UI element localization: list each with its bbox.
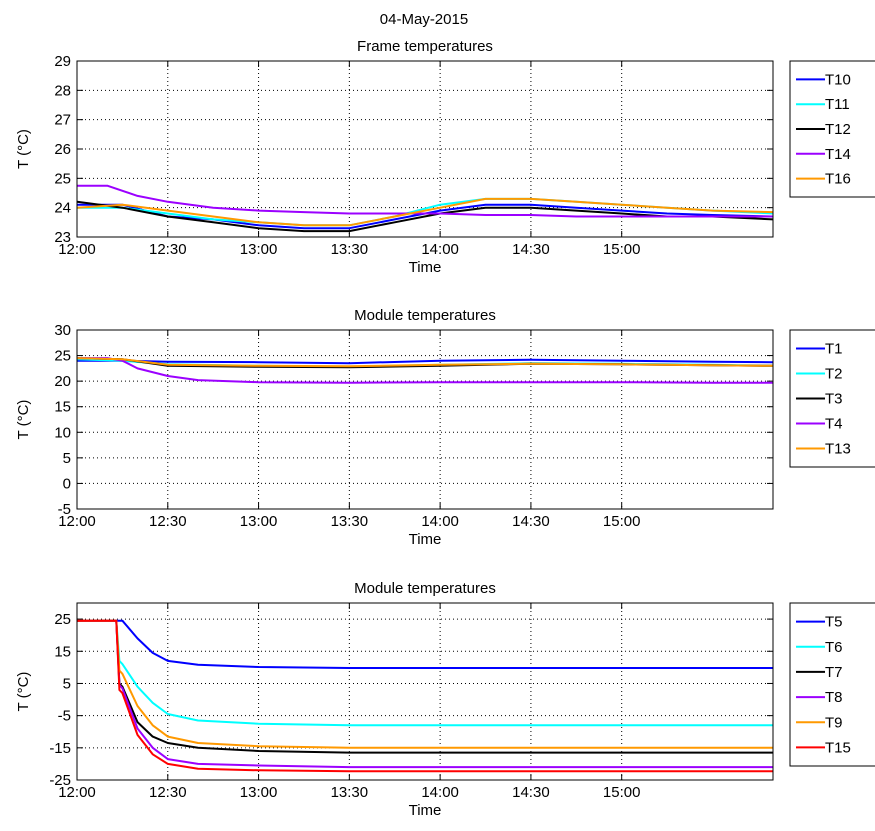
series-line-t10: [77, 203, 773, 230]
chart-3: Module temperatures 12:00 12:30 13:00 13:30 1…: [15, 580, 875, 819]
series-line-t9: [77, 619, 773, 749]
y-tick-label: 25: [54, 170, 71, 187]
x-tick-label: 13:00: [240, 513, 278, 530]
legend-label-t5: T5: [825, 614, 843, 631]
legend-label-t1: T1: [825, 341, 843, 358]
x-tick-label: 13:30: [331, 513, 369, 530]
series-line-t7: [77, 619, 773, 754]
series-line-t16: [77, 197, 773, 227]
y-tick-label: 15: [54, 643, 71, 660]
legend: T1 T2 T3 T4 T13: [789, 329, 875, 468]
figure-title: 04-May-2015: [380, 11, 468, 28]
legend-label-t8: T8: [825, 689, 843, 706]
axes-box: [76, 60, 774, 238]
x-tick-label: 15:00: [603, 784, 641, 801]
charts: Frame temperatures 12:00 12:30 13:00 13:30 14…: [15, 38, 875, 819]
y-tick-label: 28: [54, 82, 71, 99]
series-line-t4: [77, 357, 773, 384]
y-tick-label: 23: [54, 229, 71, 246]
x-tick-label: 14:30: [512, 513, 550, 530]
legend: T10 T11 T12 T14 T16: [789, 60, 875, 198]
y-tick-label: 5: [63, 675, 71, 692]
legend-label-t7: T7: [825, 664, 843, 681]
chart-2: Module temperatures 12:00 12:30 13:00 13:30 1…: [15, 307, 875, 548]
series-group: [77, 619, 773, 773]
y-axis-label: T (°C): [15, 400, 32, 440]
y-tick-label: 5: [63, 450, 71, 467]
series-group: [77, 357, 773, 384]
y-tick-label: -15: [49, 740, 71, 757]
y-tick-label: 15: [54, 399, 71, 416]
x-tick-label: 14:00: [421, 241, 459, 258]
x-axis-label: Time: [409, 802, 442, 819]
y-axis-label: T (°C): [15, 129, 32, 169]
chart-title: Module temperatures: [354, 307, 496, 324]
y-tick-label: 27: [54, 112, 71, 129]
series-line-t6: [77, 619, 773, 727]
legend-label-t9: T9: [825, 714, 843, 731]
x-tick-label: 14:00: [421, 784, 459, 801]
chart-title: Module temperatures: [354, 580, 496, 597]
y-tick-label: 10: [54, 424, 71, 441]
plot-area: [77, 330, 773, 509]
plot-area: [77, 603, 773, 780]
x-tick-label: 12:30: [149, 241, 187, 258]
x-axis-label: Time: [409, 259, 442, 276]
legend-label-t2: T2: [825, 366, 843, 383]
x-tick-label: 15:00: [603, 513, 641, 530]
legend-label-t12: T12: [825, 121, 851, 138]
series-line-t13: [77, 357, 773, 368]
x-tick-label: 14:30: [512, 241, 550, 258]
y-tick-label: 25: [54, 348, 71, 365]
legend-label-t16: T16: [825, 171, 851, 188]
series-line-t15: [77, 619, 773, 773]
y-tick-label: 25: [54, 611, 71, 628]
y-tick-label: 26: [54, 141, 71, 158]
legend-label-t3: T3: [825, 391, 843, 408]
y-tick-label: 0: [63, 475, 71, 492]
y-axis-label: T (°C): [15, 672, 32, 712]
y-tick-label: -5: [58, 501, 71, 518]
x-tick-label: 12:30: [149, 513, 187, 530]
x-tick-label: 12:30: [149, 784, 187, 801]
series-line-t5: [77, 619, 773, 669]
legend-label-t4: T4: [825, 416, 843, 433]
y-tick-label: 24: [54, 200, 71, 217]
x-tick-label: 12:00: [58, 513, 96, 530]
series-line-t14: [77, 184, 773, 218]
y-tick-label: 30: [54, 322, 71, 339]
x-tick-label: 14:00: [421, 513, 459, 530]
axes-box: [76, 329, 774, 510]
series-line-t8: [77, 619, 773, 769]
legend-label-t10: T10: [825, 71, 851, 88]
legend-label-t13: T13: [825, 441, 851, 458]
chart-1: Frame temperatures 12:00 12:30 13:00 13:30 14…: [15, 38, 875, 276]
x-tick-label: 13:30: [331, 241, 369, 258]
y-tick-label: 29: [54, 53, 71, 70]
x-tick-label: 12:00: [58, 241, 96, 258]
legend-label-t14: T14: [825, 146, 851, 163]
x-tick-label: 13:00: [240, 784, 278, 801]
chart-title: Frame temperatures: [357, 38, 493, 55]
legend: T5 T6 T7 T8 T9 T15: [789, 602, 875, 767]
y-tick-label: 20: [54, 373, 71, 390]
axes-box: [76, 602, 774, 781]
series-line-t12: [77, 200, 773, 233]
x-tick-label: 12:00: [58, 784, 96, 801]
series-group: [77, 184, 773, 233]
x-tick-label: 13:00: [240, 241, 278, 258]
legend-label-t15: T15: [825, 739, 851, 756]
y-tick-label: -25: [49, 772, 71, 789]
x-axis-label: Time: [409, 531, 442, 548]
legend-label-t6: T6: [825, 639, 843, 656]
x-tick-label: 13:30: [331, 784, 369, 801]
legend-label-t11: T11: [825, 96, 850, 113]
legend-box: [789, 602, 875, 767]
y-tick-label: -5: [58, 708, 71, 725]
x-tick-label: 14:30: [512, 784, 550, 801]
x-tick-label: 15:00: [603, 241, 641, 258]
